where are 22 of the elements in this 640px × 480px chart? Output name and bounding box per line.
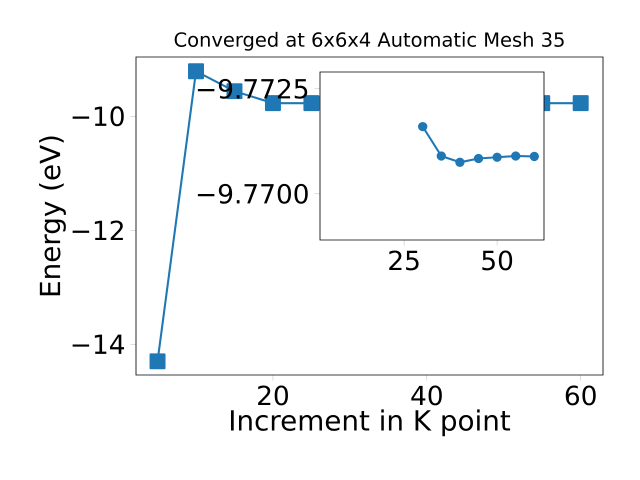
x-axis-title: Increment in K point [230, 409, 510, 436]
point [150, 353, 166, 370]
x-tick-label: 60 [566, 385, 596, 406]
point [530, 152, 539, 162]
y-tick-label: −9.7700 [198, 184, 308, 204]
point [511, 151, 520, 161]
point [418, 122, 428, 132]
point [188, 63, 204, 80]
y-axis-title: Energy (eV) [39, 136, 66, 296]
x-tick-label: 50 [482, 250, 512, 270]
x-tick-label: 25 [389, 250, 419, 270]
point [455, 158, 465, 167]
x-tick-label: 20 [258, 385, 288, 406]
point [474, 154, 484, 164]
point [572, 95, 589, 112]
y-tick-label: −10 [72, 106, 124, 126]
chart-title: Converged at 6x6x4 Automatic Mesh 35 [174, 32, 564, 51]
y-tick-label: −14 [72, 334, 124, 354]
y-tick-label: −12 [72, 220, 123, 240]
x-tick-label: 40 [411, 385, 442, 406]
point [436, 151, 446, 161]
point [492, 152, 502, 162]
